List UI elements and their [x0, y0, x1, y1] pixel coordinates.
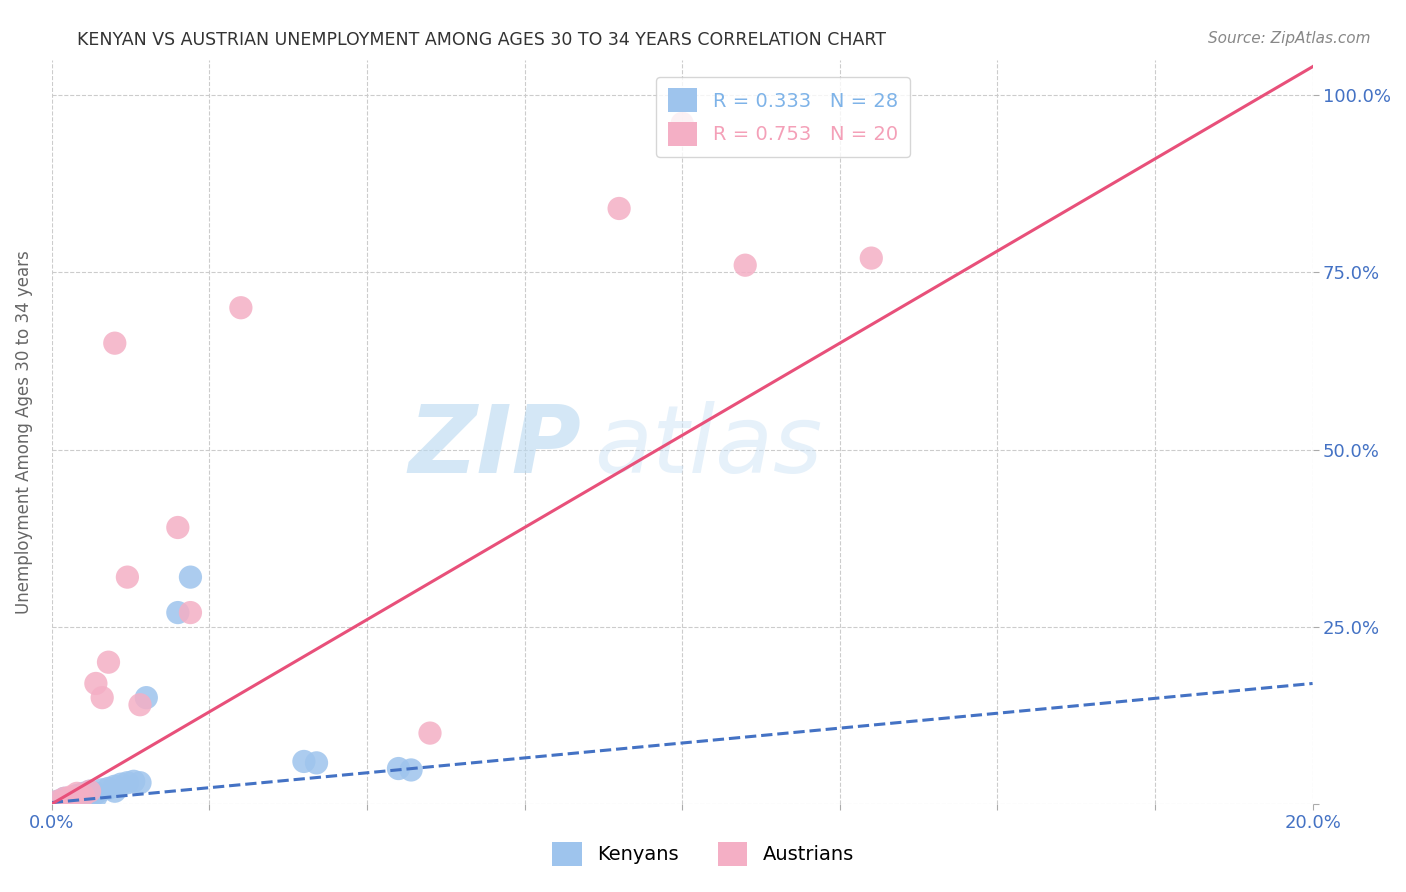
Point [79, 789, 101, 803]
Point [129, 698, 152, 712]
Point [104, 336, 127, 351]
Point [104, 784, 127, 798]
Point [72, 786, 94, 800]
Point [46, 794, 69, 808]
Point [110, 777, 132, 791]
Point [91, 782, 114, 797]
Point [671, 116, 693, 130]
Y-axis label: Unemployment Among Ages 30 to 34 years: Unemployment Among Ages 30 to 34 years [15, 250, 32, 614]
Point [72, 789, 94, 803]
Point [860, 251, 883, 265]
Point [53, 791, 76, 805]
Point [66, 789, 89, 804]
Text: KENYAN VS AUSTRIAN UNEMPLOYMENT AMONG AGES 30 TO 34 YEARS CORRELATION CHART: KENYAN VS AUSTRIAN UNEMPLOYMENT AMONG AG… [77, 31, 886, 49]
Point [229, 301, 252, 315]
Point [166, 606, 188, 620]
Point [419, 726, 441, 740]
Point [129, 775, 152, 789]
Point [179, 606, 201, 620]
Point [66, 789, 89, 803]
Point [117, 570, 139, 584]
Text: Source: ZipAtlas.com: Source: ZipAtlas.com [1208, 31, 1371, 46]
Point [387, 762, 409, 776]
Point [399, 763, 422, 777]
Point [104, 779, 127, 793]
Legend: Kenyans, Austrians: Kenyans, Austrians [544, 834, 862, 873]
Legend: R = 0.333   N = 28, R = 0.753   N = 20: R = 0.333 N = 28, R = 0.753 N = 20 [657, 77, 910, 157]
Point [72, 791, 94, 805]
Point [607, 202, 630, 216]
Point [166, 520, 188, 534]
Point [59, 789, 82, 804]
Point [117, 775, 139, 789]
Point [79, 784, 101, 798]
Point [97, 781, 120, 796]
Point [305, 756, 328, 770]
Point [84, 786, 107, 800]
Point [734, 258, 756, 272]
Point [79, 784, 101, 798]
Point [97, 655, 120, 669]
Point [46, 794, 69, 808]
Point [179, 570, 201, 584]
Point [53, 793, 76, 807]
Point [84, 789, 107, 804]
Text: atlas: atlas [593, 401, 823, 492]
Point [292, 755, 315, 769]
Point [66, 786, 89, 800]
Point [122, 774, 145, 789]
Point [59, 793, 82, 807]
Point [53, 791, 76, 805]
Text: ZIP: ZIP [408, 401, 581, 492]
Point [59, 795, 82, 809]
Point [84, 676, 107, 690]
Point [91, 690, 114, 705]
Point [135, 690, 157, 705]
